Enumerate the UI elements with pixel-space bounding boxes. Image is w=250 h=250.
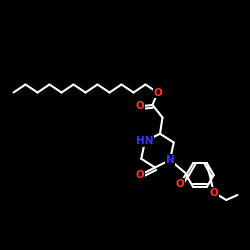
Text: O: O [136, 101, 144, 111]
Text: O: O [210, 188, 218, 198]
Text: O: O [153, 88, 162, 98]
Text: HN: HN [136, 136, 154, 146]
Text: O: O [176, 179, 184, 189]
Text: N: N [166, 155, 174, 165]
Text: O: O [136, 170, 144, 180]
